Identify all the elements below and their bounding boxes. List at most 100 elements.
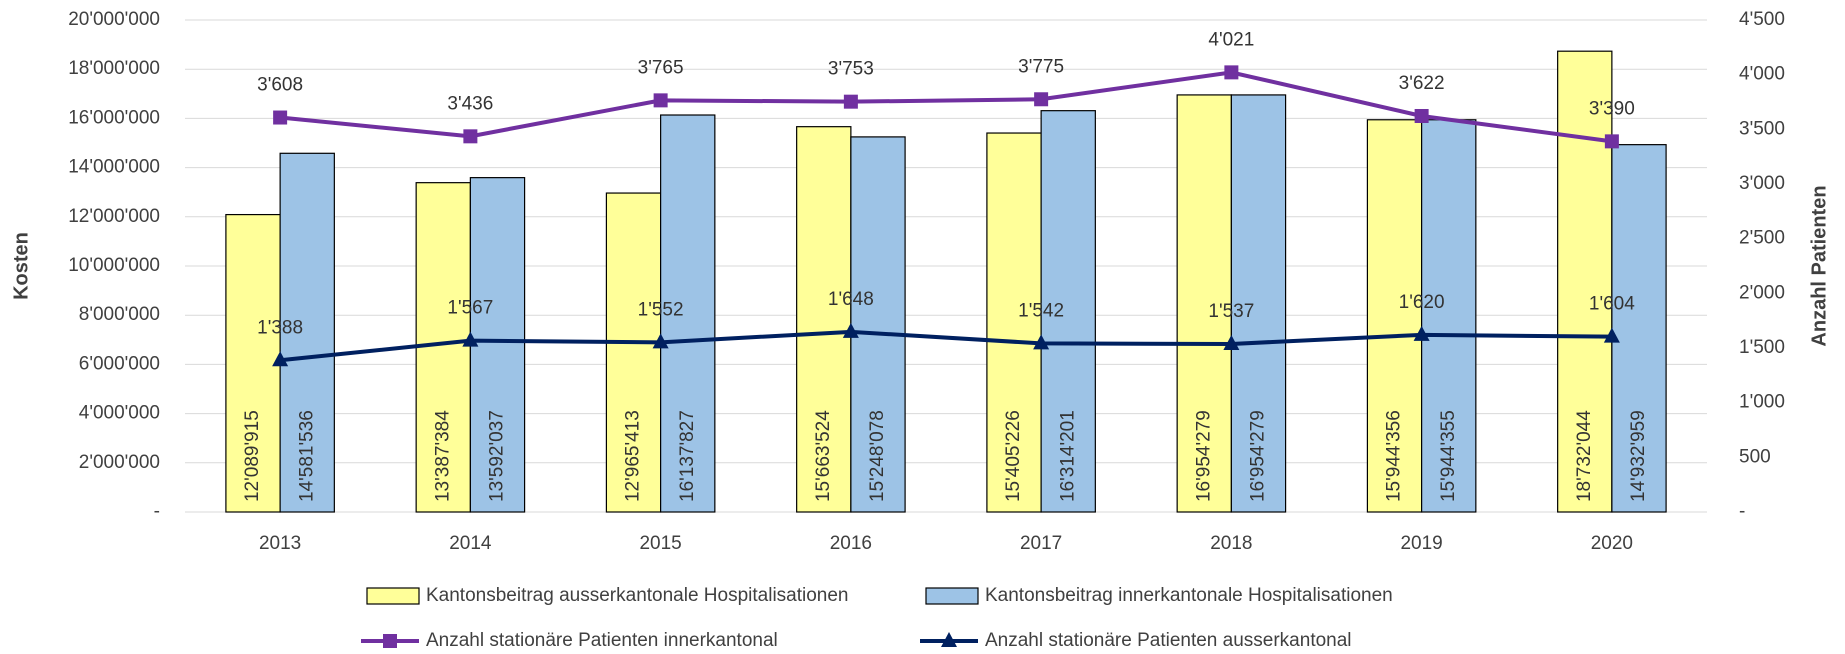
legend-label: Anzahl stationäre Patienten innerkantona…: [426, 630, 778, 651]
line-value-label: 1'604: [1589, 294, 1635, 315]
legend-swatch: [925, 587, 979, 605]
line-value-label: 3'622: [1399, 73, 1445, 94]
y2-tick-label: -: [1739, 501, 1745, 522]
y2-tick-label: 3'500: [1739, 118, 1785, 139]
line-value-label: 3'765: [638, 57, 684, 78]
y2-tick-label: 4'000: [1739, 64, 1785, 85]
legend-marker: [941, 632, 957, 647]
y2-tick-label: 2'000: [1739, 282, 1785, 303]
marker: [272, 351, 289, 367]
marker: [1603, 327, 1620, 343]
bar: [1230, 94, 1287, 513]
marker: [462, 331, 479, 347]
line-value-label: 1'542: [1018, 300, 1064, 321]
y-tick-label: 18'000'000: [68, 58, 160, 79]
marker: [1034, 92, 1049, 107]
y-tick-label: 8'000'000: [79, 304, 160, 325]
marker: [1414, 108, 1429, 123]
bar-value-label: 15'663'524: [813, 410, 834, 502]
y-tick-label: 20'000'000: [68, 9, 160, 30]
legend-label: Anzahl stationäre Patienten ausserkanton…: [985, 630, 1352, 651]
marker: [1604, 134, 1619, 149]
bar: [469, 177, 526, 513]
x-tick-label: 2017: [1020, 533, 1062, 554]
line-value-label: 1'620: [1399, 292, 1445, 313]
line-value-label: 3'608: [257, 75, 303, 96]
bar: [1611, 144, 1667, 513]
marker: [843, 94, 858, 109]
bar-value-label: 15'944'355: [1438, 410, 1459, 502]
bar: [1421, 119, 1477, 513]
line-value-label: 4'021: [1208, 29, 1254, 50]
x-tick-label: 2019: [1400, 533, 1442, 554]
line-value-label: 1'537: [1208, 301, 1254, 322]
bar-value-label: 18'732'044: [1574, 410, 1595, 502]
marker: [1224, 65, 1239, 80]
line: [279, 70, 1613, 144]
line-value-label: 3'390: [1589, 98, 1635, 119]
y-tick-label: 2'000'000: [79, 452, 160, 473]
y2-tick-label: 500: [1739, 446, 1771, 467]
bar: [1040, 110, 1096, 513]
line-value-label: 3'775: [1018, 56, 1064, 77]
bar-value-label: 13'387'384: [432, 410, 453, 502]
bar-value-label: 13'592'037: [487, 410, 508, 502]
marker: [1413, 325, 1430, 341]
y-tick-label: 14'000'000: [68, 157, 160, 178]
marker: [1223, 334, 1240, 350]
line: [279, 329, 1612, 363]
legend-swatch: [366, 587, 420, 605]
legend-marker: [383, 634, 397, 648]
y2-tick-label: 4'500: [1739, 9, 1785, 30]
y2-axis-label: Anzahl Patienten: [1808, 185, 1830, 346]
bar-value-label: 15'405'226: [1003, 410, 1024, 502]
bar-value-label: 12'089'915: [242, 410, 263, 502]
bar: [1176, 94, 1232, 513]
y-tick-label: 16'000'000: [68, 107, 160, 128]
y2-tick-label: 1'000: [1739, 392, 1785, 413]
bar: [660, 114, 716, 513]
line-value-label: 1'648: [828, 289, 874, 310]
y-tick-label: 10'000'000: [68, 255, 160, 276]
marker: [463, 129, 478, 144]
x-tick-label: 2014: [449, 533, 492, 554]
bar-value-label: 16'137'827: [677, 410, 698, 502]
y-tick-label: 12'000'000: [68, 206, 160, 227]
bar-value-label: 16'954'279: [1193, 410, 1214, 502]
bar: [415, 182, 471, 513]
bar: [1366, 119, 1423, 513]
x-tick-label: 2016: [830, 533, 872, 554]
bar: [850, 136, 906, 513]
x-tick-label: 2018: [1210, 533, 1252, 554]
bar-value-label: 15'248'078: [867, 410, 888, 502]
y2-tick-label: 3'000: [1739, 173, 1785, 194]
y-tick-label: 6'000'000: [79, 353, 160, 374]
marker: [652, 333, 669, 349]
line-value-label: 1'388: [257, 317, 303, 338]
bar-value-label: 16'954'279: [1248, 410, 1269, 502]
x-tick-label: 2020: [1591, 533, 1633, 554]
marker: [273, 110, 288, 125]
line-value-label: 1'567: [447, 298, 493, 319]
x-tick-label: 2015: [639, 533, 681, 554]
legend-label: Kantonsbeitrag innerkantonale Hospitalis…: [985, 585, 1393, 606]
bar: [605, 192, 662, 513]
y-tick-label: 4'000'000: [79, 403, 160, 424]
bar: [796, 126, 852, 513]
marker: [842, 322, 859, 338]
marker: [653, 93, 668, 108]
y2-tick-label: 2'500: [1739, 228, 1785, 249]
line-value-label: 1'552: [638, 299, 684, 320]
bar: [986, 132, 1042, 513]
bar-value-label: 12'965'413: [623, 410, 644, 502]
bar-value-label: 15'944'356: [1384, 410, 1405, 502]
y-tick-label: -: [154, 501, 160, 522]
x-tick-label: 2013: [259, 533, 301, 554]
bar-value-label: 14'932'959: [1628, 410, 1649, 502]
bar: [225, 213, 281, 513]
legend-label: Kantonsbeitrag ausserkantonale Hospitali…: [426, 585, 849, 606]
bar-value-label: 16'314'201: [1057, 410, 1078, 502]
marker: [1033, 334, 1050, 350]
bar-value-label: 14'581'536: [296, 410, 317, 502]
